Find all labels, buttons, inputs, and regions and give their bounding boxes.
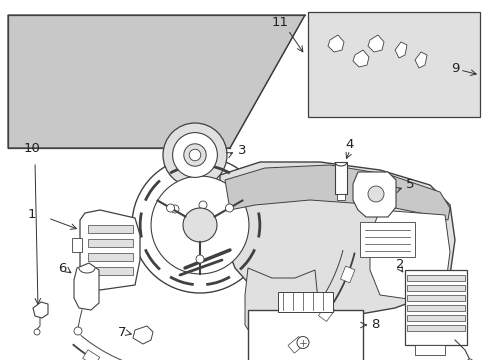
Text: 8: 8 (370, 319, 378, 332)
Bar (307, 12, 479, 117)
Circle shape (74, 327, 82, 335)
Polygon shape (33, 302, 48, 318)
Text: 2: 2 (395, 258, 404, 271)
Polygon shape (327, 35, 343, 52)
Polygon shape (220, 162, 454, 315)
Text: 5: 5 (405, 179, 413, 192)
Bar (406, 315, 464, 321)
Bar (414, 345, 444, 355)
Circle shape (183, 144, 206, 166)
Bar (406, 305, 464, 311)
Text: 1: 1 (28, 208, 36, 221)
Bar (247, 310, 362, 360)
Polygon shape (367, 35, 383, 52)
Polygon shape (287, 337, 305, 353)
Bar (88, 225, 133, 233)
Circle shape (196, 255, 203, 263)
Polygon shape (318, 304, 334, 321)
Polygon shape (369, 210, 449, 300)
Circle shape (151, 176, 248, 274)
Circle shape (199, 201, 206, 209)
Circle shape (189, 149, 201, 161)
Polygon shape (244, 268, 319, 345)
Circle shape (466, 359, 472, 360)
Text: 6: 6 (58, 261, 66, 274)
Polygon shape (394, 42, 406, 58)
Polygon shape (74, 263, 99, 310)
Circle shape (171, 205, 179, 213)
Circle shape (225, 204, 233, 212)
Bar (406, 295, 464, 301)
Circle shape (172, 132, 217, 177)
Text: 4: 4 (345, 139, 353, 152)
Circle shape (163, 123, 226, 187)
Circle shape (132, 157, 267, 293)
Bar (88, 239, 133, 247)
Text: 9: 9 (450, 62, 458, 75)
Bar (278, 292, 332, 312)
Polygon shape (133, 326, 153, 344)
Bar (406, 325, 464, 331)
Polygon shape (340, 266, 354, 283)
Bar (359, 222, 414, 257)
Circle shape (166, 204, 174, 212)
Polygon shape (82, 350, 100, 360)
Bar (406, 275, 464, 281)
Polygon shape (352, 50, 368, 67)
Bar (334, 162, 346, 194)
Polygon shape (352, 172, 395, 217)
Text: 7: 7 (118, 325, 126, 338)
Bar (88, 267, 133, 275)
Polygon shape (414, 52, 426, 68)
Circle shape (34, 329, 40, 335)
Polygon shape (224, 165, 449, 220)
Bar (72, 238, 82, 252)
Bar (406, 285, 464, 291)
Bar (88, 253, 133, 261)
Text: 10: 10 (23, 141, 41, 154)
Text: 11: 11 (271, 15, 288, 28)
Polygon shape (80, 210, 140, 290)
Text: 3: 3 (237, 144, 246, 157)
Bar (404, 270, 466, 345)
Bar (336, 194, 345, 200)
Circle shape (183, 208, 217, 242)
Polygon shape (8, 15, 305, 148)
Circle shape (367, 186, 383, 202)
Circle shape (296, 337, 308, 348)
